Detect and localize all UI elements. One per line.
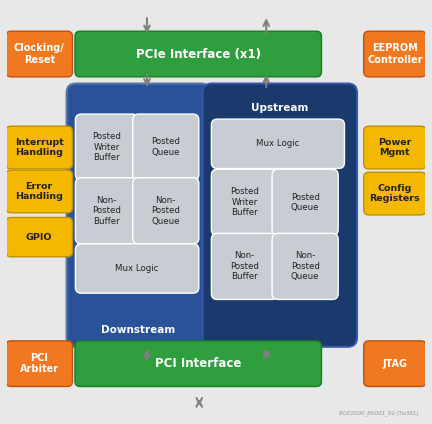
FancyBboxPatch shape [67, 84, 210, 347]
FancyBboxPatch shape [6, 31, 73, 77]
FancyBboxPatch shape [364, 341, 426, 387]
Text: BGE2000_BK001_02 (Tsi381): BGE2000_BK001_02 (Tsi381) [340, 410, 419, 416]
FancyBboxPatch shape [211, 233, 277, 299]
Text: PCI
Arbiter: PCI Arbiter [19, 353, 59, 374]
Text: Non-
Posted
Buffer: Non- Posted Buffer [230, 251, 259, 281]
Text: Clocking/
Reset: Clocking/ Reset [14, 43, 64, 65]
FancyBboxPatch shape [75, 31, 321, 77]
FancyBboxPatch shape [364, 172, 426, 215]
FancyBboxPatch shape [76, 244, 199, 293]
FancyBboxPatch shape [272, 233, 338, 299]
Bar [72, 86, 354, 342]
FancyBboxPatch shape [6, 170, 73, 213]
Text: Downstream: Downstream [102, 325, 176, 335]
FancyBboxPatch shape [6, 126, 73, 169]
FancyBboxPatch shape [75, 341, 321, 387]
Text: Non-
Posted
Queue: Non- Posted Queue [151, 196, 180, 226]
Text: Posted
Queue: Posted Queue [151, 137, 180, 157]
FancyBboxPatch shape [211, 169, 277, 235]
FancyBboxPatch shape [133, 114, 199, 180]
Text: Power
Mgmt: Power Mgmt [378, 138, 412, 157]
FancyBboxPatch shape [364, 126, 426, 169]
FancyBboxPatch shape [211, 119, 344, 168]
FancyBboxPatch shape [76, 114, 138, 180]
FancyBboxPatch shape [133, 178, 199, 244]
Text: Upstream: Upstream [251, 103, 308, 113]
Text: Mux Logic: Mux Logic [256, 139, 300, 148]
Text: Posted
Writer
Buffer: Posted Writer Buffer [92, 132, 121, 162]
Text: Interrupt
Handling: Interrupt Handling [15, 138, 64, 157]
Text: Posted
Writer
Buffer: Posted Writer Buffer [230, 187, 259, 217]
FancyBboxPatch shape [6, 341, 73, 387]
FancyBboxPatch shape [6, 218, 73, 257]
Text: GPIO: GPIO [26, 233, 52, 242]
FancyBboxPatch shape [203, 84, 357, 347]
Text: PCIe Interface (x1): PCIe Interface (x1) [136, 47, 261, 61]
Text: Non-
Posted
Buffer: Non- Posted Buffer [92, 196, 121, 226]
FancyBboxPatch shape [76, 178, 138, 244]
Text: Config
Registers: Config Registers [369, 184, 420, 203]
Text: JTAG: JTAG [382, 359, 407, 369]
Text: PCI Interface: PCI Interface [155, 357, 241, 370]
FancyBboxPatch shape [272, 169, 338, 235]
Text: Error
Handling: Error Handling [15, 182, 63, 201]
Text: Posted
Queue: Posted Queue [291, 192, 320, 212]
Text: Mux Logic: Mux Logic [115, 264, 159, 273]
FancyBboxPatch shape [364, 31, 426, 77]
Text: EEPROM
Controller: EEPROM Controller [367, 43, 422, 65]
Text: Non-
Posted
Queue: Non- Posted Queue [291, 251, 320, 281]
